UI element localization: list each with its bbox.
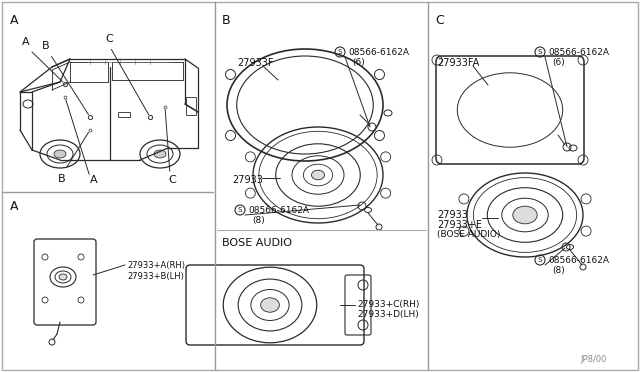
Text: B: B bbox=[42, 41, 50, 51]
Ellipse shape bbox=[513, 206, 537, 224]
Ellipse shape bbox=[312, 170, 324, 180]
Text: 08566-6162A: 08566-6162A bbox=[248, 206, 309, 215]
Text: 27933+E: 27933+E bbox=[437, 220, 482, 230]
Text: S: S bbox=[338, 49, 342, 55]
Text: 27933+B(LH): 27933+B(LH) bbox=[127, 272, 184, 281]
Text: A: A bbox=[90, 175, 98, 185]
Text: C: C bbox=[435, 14, 444, 27]
Text: C: C bbox=[105, 34, 113, 44]
Text: BOSE AUDIO: BOSE AUDIO bbox=[222, 238, 292, 248]
Text: 27933: 27933 bbox=[232, 175, 263, 185]
Text: S: S bbox=[538, 49, 542, 55]
Bar bbox=[186, 97, 196, 115]
Text: S: S bbox=[538, 257, 542, 263]
Text: B: B bbox=[58, 174, 66, 184]
Text: (BOSE AUDIO): (BOSE AUDIO) bbox=[437, 230, 500, 239]
Text: A: A bbox=[22, 37, 29, 47]
Text: S: S bbox=[238, 207, 242, 213]
Text: (8): (8) bbox=[252, 216, 265, 225]
Bar bbox=[118, 112, 130, 117]
Text: B: B bbox=[222, 14, 230, 27]
Ellipse shape bbox=[59, 274, 67, 280]
Text: C: C bbox=[168, 175, 176, 185]
Text: (6): (6) bbox=[552, 58, 564, 67]
Text: 27933FA: 27933FA bbox=[437, 58, 479, 68]
Text: 08566-6162A: 08566-6162A bbox=[548, 256, 609, 265]
Text: 08566-6162A: 08566-6162A bbox=[548, 48, 609, 57]
Text: (8): (8) bbox=[552, 266, 564, 275]
Text: 27933+A(RH): 27933+A(RH) bbox=[127, 261, 185, 270]
Text: 27933: 27933 bbox=[437, 210, 468, 220]
Text: 27933+C(RH): 27933+C(RH) bbox=[357, 300, 419, 309]
Text: A: A bbox=[10, 14, 19, 27]
Text: A: A bbox=[10, 200, 19, 213]
Text: 08566-6162A: 08566-6162A bbox=[348, 48, 409, 57]
Text: 27933+D(LH): 27933+D(LH) bbox=[357, 310, 419, 319]
Ellipse shape bbox=[54, 150, 66, 158]
Text: JP8/00: JP8/00 bbox=[580, 355, 606, 364]
Ellipse shape bbox=[154, 150, 166, 158]
Text: (6): (6) bbox=[352, 58, 365, 67]
Ellipse shape bbox=[260, 298, 279, 312]
Text: 27933F: 27933F bbox=[237, 58, 273, 68]
